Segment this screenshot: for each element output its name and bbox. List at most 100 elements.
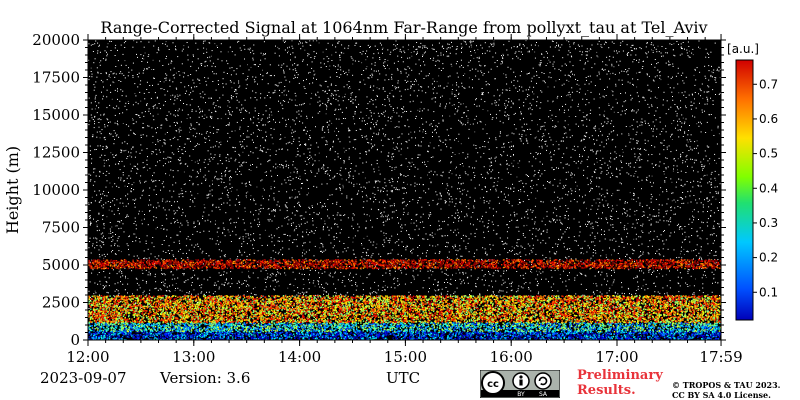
noise-dot — [384, 207, 385, 208]
noise-dot — [296, 295, 297, 296]
noise-dot — [328, 43, 329, 44]
noise-dot — [401, 149, 402, 150]
noise-dot — [227, 203, 228, 204]
noise-dot — [397, 181, 398, 182]
noise-dot — [104, 163, 105, 164]
noise-dot — [153, 180, 154, 181]
noise-dot — [378, 180, 379, 181]
noise-dot — [159, 160, 160, 161]
noise-dot — [279, 122, 280, 123]
noise-dot — [538, 131, 539, 132]
noise-dot — [405, 89, 406, 90]
noise-dot — [659, 253, 660, 254]
noise-dot — [244, 208, 245, 209]
noise-dot — [378, 167, 379, 168]
noise-dot — [560, 180, 561, 181]
noise-dot — [601, 171, 602, 172]
noise-dot — [608, 103, 609, 104]
noise-dot — [547, 63, 548, 64]
noise-dot — [465, 246, 466, 247]
noise-dot — [239, 86, 240, 87]
noise-dot — [99, 254, 100, 255]
noise-dot — [189, 176, 190, 177]
noise-dot — [327, 102, 328, 103]
noise-dot — [440, 85, 441, 86]
noise-dot — [473, 58, 474, 59]
noise-dot — [412, 158, 413, 159]
noise-dot — [684, 83, 685, 84]
noise-dot — [331, 95, 332, 96]
noise-dot — [295, 189, 296, 190]
noise-dot — [674, 104, 675, 105]
noise-dot — [253, 273, 254, 274]
noise-dot — [619, 170, 620, 171]
noise-dot — [181, 193, 182, 194]
noise-dot — [387, 95, 388, 96]
noise-dot — [370, 46, 371, 47]
noise-dot — [343, 100, 344, 101]
noise-dot — [529, 245, 530, 246]
noise-dot — [707, 211, 708, 212]
noise-dot — [165, 279, 166, 280]
noise-dot — [394, 63, 395, 64]
noise-dot — [277, 166, 278, 167]
noise-dot — [318, 284, 319, 285]
noise-dot — [620, 45, 621, 46]
noise-dot — [658, 292, 659, 293]
noise-dot — [523, 201, 524, 202]
noise-dot — [397, 281, 398, 282]
noise-dot — [249, 49, 250, 50]
noise-dot — [143, 123, 144, 124]
noise-dot — [544, 57, 545, 58]
noise-dot — [490, 274, 491, 275]
noise-dot — [422, 110, 423, 111]
noise-dot — [363, 70, 364, 71]
noise-dot — [199, 83, 200, 84]
noise-dot — [707, 255, 708, 256]
noise-dot — [422, 162, 423, 163]
noise-dot — [284, 91, 285, 92]
noise-dot — [323, 52, 324, 53]
noise-dot — [175, 221, 176, 222]
noise-dot — [340, 170, 341, 171]
noise-dot — [403, 182, 404, 183]
noise-dot — [305, 223, 306, 224]
noise-dot — [171, 205, 172, 206]
noise-dot — [153, 69, 154, 70]
noise-dot — [639, 153, 640, 154]
noise-dot — [624, 225, 625, 226]
noise-dot — [125, 217, 126, 218]
noise-dot — [326, 106, 327, 107]
noise-dot — [215, 224, 216, 225]
noise-dot — [673, 165, 674, 166]
noise-dot — [463, 274, 464, 275]
noise-dot — [111, 134, 112, 135]
noise-dot — [239, 282, 240, 283]
noise-dot — [123, 223, 124, 224]
noise-dot — [185, 144, 186, 145]
noise-dot — [436, 51, 437, 52]
noise-dot — [605, 69, 606, 70]
noise-dot — [676, 187, 677, 188]
noise-dot — [513, 103, 514, 104]
noise-dot — [161, 270, 162, 271]
noise-dot — [582, 196, 583, 197]
noise-dot — [350, 171, 351, 172]
noise-dot — [274, 235, 275, 236]
noise-dot — [455, 108, 456, 109]
noise-dot — [530, 108, 531, 109]
noise-dot — [514, 188, 515, 189]
noise-dot — [310, 137, 311, 138]
noise-dot — [277, 263, 278, 264]
noise-dot — [403, 214, 404, 215]
noise-dot — [349, 130, 350, 131]
noise-dot — [194, 289, 195, 290]
noise-dot — [164, 259, 165, 260]
noise-dot — [229, 177, 230, 178]
noise-dot — [493, 273, 494, 274]
noise-dot — [597, 162, 598, 163]
noise-dot — [535, 158, 536, 159]
noise-dot — [483, 129, 484, 130]
noise-dot — [565, 133, 566, 134]
noise-dot — [393, 44, 394, 45]
